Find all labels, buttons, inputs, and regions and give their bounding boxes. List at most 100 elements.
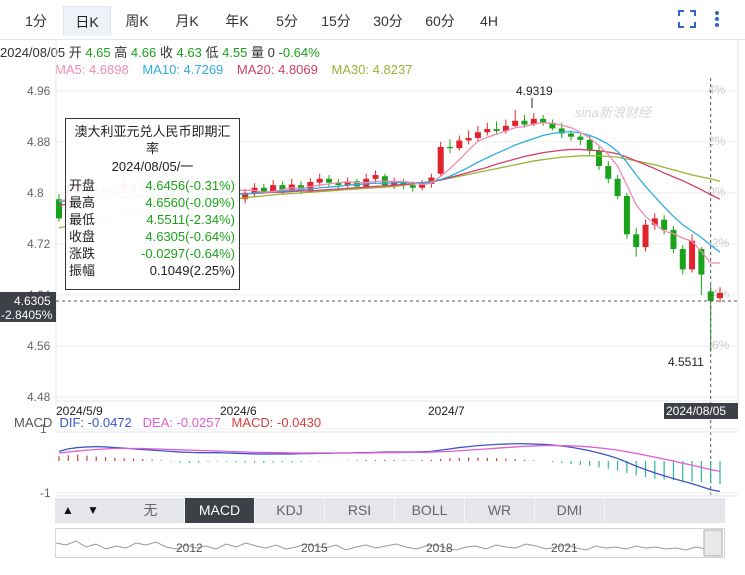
macd-value-label: MACD: -0.0430	[231, 415, 322, 430]
indicator-tab-kdj[interactable]: KDJ	[255, 498, 325, 523]
range-handle[interactable]	[703, 529, 723, 557]
candle-body	[661, 219, 668, 230]
candle-body	[540, 118, 547, 123]
tooltip-row-high: 最高 4.6560(-0.09%)	[66, 194, 239, 211]
percent-axis-label: 2%	[708, 134, 726, 148]
candle-body	[493, 129, 500, 131]
candle-body	[335, 182, 342, 186]
candle-body	[521, 120, 528, 125]
price-axis-label: 4.72	[27, 237, 51, 251]
ma5-label: MA5: 4.6898	[55, 62, 129, 77]
candle-body	[586, 139, 593, 151]
tab-60min[interactable]: 60分	[425, 13, 455, 29]
tooltip-label: 最低	[69, 212, 96, 227]
low-annotation: 4.5511	[668, 355, 704, 369]
indicator-tab-none[interactable]: 无	[117, 498, 185, 523]
candle-body	[689, 240, 696, 270]
overview-year: 2021	[551, 541, 578, 555]
tab-yearly-k[interactable]: 年K	[225, 13, 249, 29]
macd-title: MACD	[14, 415, 53, 430]
price-axis-label: 4.8	[27, 186, 44, 200]
scroll-up-button[interactable]: ▲	[62, 503, 74, 517]
tab-daily-k[interactable]: 日K	[63, 6, 111, 36]
candle-body	[568, 133, 575, 137]
tab-monthly-k[interactable]: 月K	[175, 13, 199, 29]
indicator-tab-dmi[interactable]: DMI	[535, 498, 605, 523]
candle-body	[623, 196, 630, 235]
candle-body	[242, 192, 249, 200]
candle-body	[633, 234, 640, 248]
dea-label: DEA: -0.0257	[142, 415, 221, 430]
macd-axis-label: 1	[40, 422, 47, 436]
change-value: -0.64%	[278, 45, 320, 60]
tooltip-row-close: 收盘 4.6305(-0.64%)	[66, 228, 239, 245]
date-axis-label: 2024/6	[220, 404, 257, 418]
candle-body	[642, 224, 649, 248]
candle-body	[595, 150, 602, 167]
tooltip-label: 涨跌	[69, 246, 96, 261]
fullscreen-icon[interactable]	[677, 10, 697, 30]
candle-body	[698, 248, 705, 275]
candle-body	[577, 136, 584, 140]
high-annotation: 4.9319	[516, 84, 553, 98]
tooltip-title: 澳大利亚元兑人民币即期汇率	[74, 124, 231, 156]
range-navigator[interactable]: 2012 2015 2018 2021	[55, 528, 725, 558]
ma20-label: MA20: 4.8069	[236, 62, 318, 77]
tooltip-value: 4.6305(-0.64%)	[145, 229, 235, 244]
candle-body	[717, 293, 723, 299]
tooltip-value: 0.1049(2.25%)	[149, 263, 235, 278]
date-axis-label: 2024/5/9	[56, 404, 103, 418]
candle-body	[270, 185, 277, 192]
tooltip-value: 4.6560(-0.09%)	[145, 195, 235, 210]
overview-year: 2015	[301, 541, 328, 555]
candle-body	[670, 229, 677, 249]
candle-body	[456, 140, 463, 149]
scroll-down-button[interactable]: ▼	[87, 503, 99, 517]
low-value: 4.55	[222, 45, 248, 60]
sina-watermark: sina新浪财经	[575, 105, 653, 120]
indicator-tab-bar: ▲ ▼ 无 MACD KDJ RSI BOLL WR DMI	[55, 498, 725, 523]
price-axis-label: 4.56	[27, 339, 51, 353]
volume-label: 量	[251, 45, 265, 60]
candle-body	[530, 118, 537, 125]
tab-5min[interactable]: 5分	[276, 13, 298, 29]
candle-body	[419, 183, 426, 188]
tooltip-value: -0.0297(-0.64%)	[141, 246, 235, 261]
date-axis-label: 2024/7	[428, 404, 465, 418]
low-label: 低	[205, 45, 219, 60]
volume-value: 0	[267, 45, 275, 60]
tab-15min[interactable]: 15分	[321, 13, 351, 29]
tooltip-value: 4.5511(-2.34%)	[146, 212, 235, 227]
indicator-tab-macd[interactable]: MACD	[185, 498, 255, 523]
candle-body	[549, 122, 556, 129]
indicator-tab-wr[interactable]: WR	[465, 498, 535, 523]
tooltip-row-change: 涨跌 -0.0297(-0.64%)	[66, 245, 239, 262]
price-axis-label: 4.88	[27, 135, 51, 149]
tooltip-date: 2024/08/05/一	[111, 159, 194, 174]
indicator-tab-rsi[interactable]: RSI	[325, 498, 395, 523]
candle-body	[447, 146, 454, 149]
indicator-tab-boll[interactable]: BOLL	[395, 498, 465, 523]
candle-body	[651, 218, 658, 225]
current-date-tag	[664, 403, 738, 419]
close-label: 收	[159, 45, 173, 60]
ma30-label: MA30: 4.8237	[331, 62, 413, 77]
tab-1min[interactable]: 1分	[25, 13, 47, 29]
high-value: 4.66	[130, 45, 157, 60]
candle-body	[316, 178, 323, 183]
tab-4h[interactable]: 4H	[480, 13, 498, 29]
tab-weekly-k[interactable]: 周K	[125, 13, 149, 29]
more-vertical-icon[interactable]	[707, 10, 727, 30]
tooltip-value: 4.6456(-0.31%)	[145, 178, 235, 193]
tooltip-row-open: 开盘 4.6456(-0.31%)	[66, 177, 239, 194]
tab-30min[interactable]: 30分	[373, 13, 403, 29]
candle-body	[344, 181, 351, 186]
tooltip-label: 振幅	[69, 263, 96, 278]
candle-body	[437, 146, 444, 174]
candle-body	[474, 132, 481, 138]
candle-body	[465, 137, 472, 141]
ma-legend: MA5: 4.6898 MA10: 4.7269 MA20: 4.8069 MA…	[55, 62, 422, 77]
high-label: 高	[114, 45, 128, 60]
crosshair-price-label: 4.6305	[14, 294, 51, 308]
percent-axis-label: 4%	[708, 83, 726, 97]
